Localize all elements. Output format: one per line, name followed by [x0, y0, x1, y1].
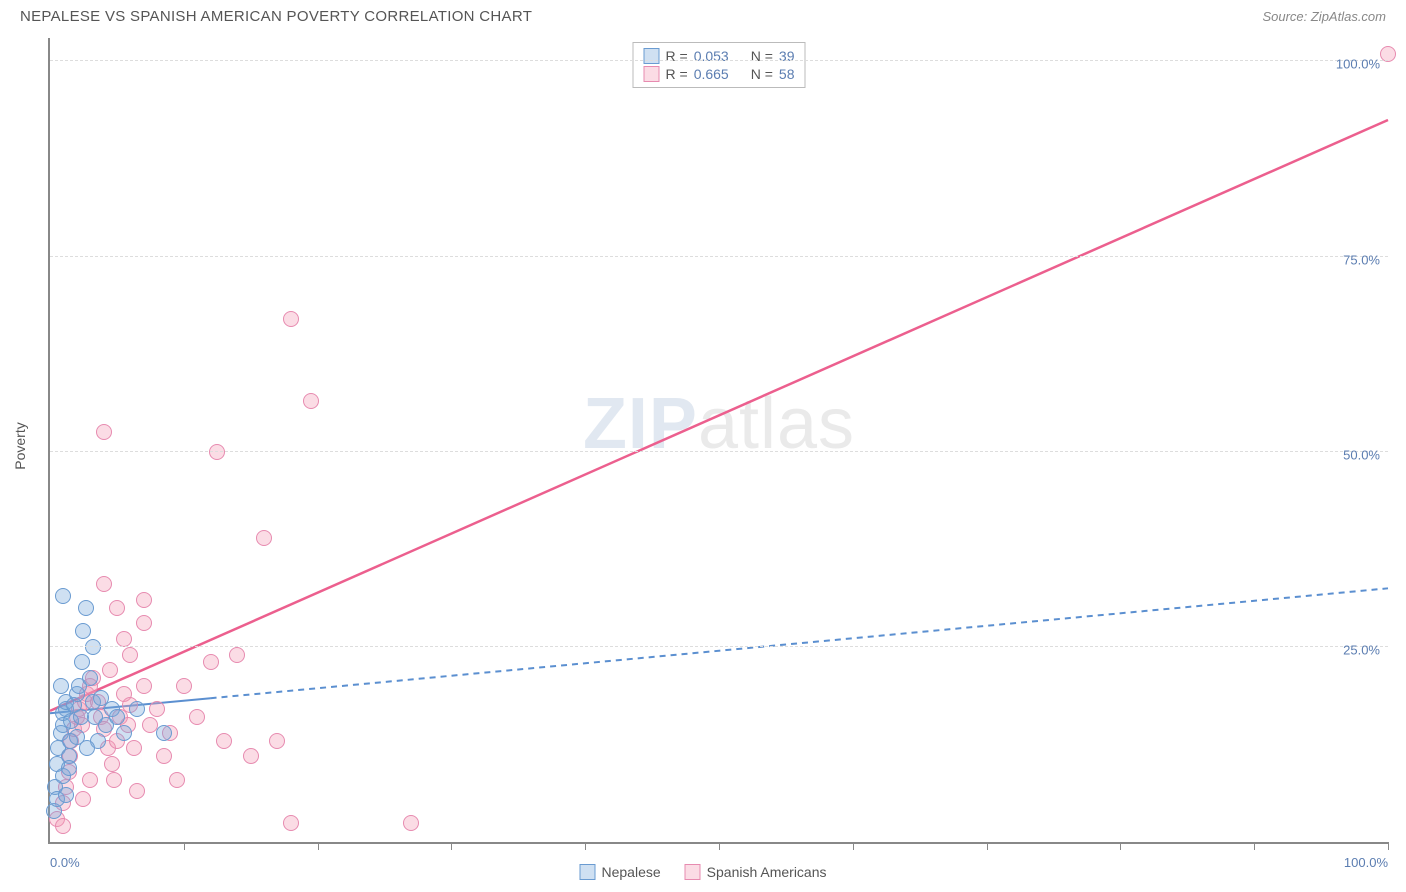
- source-label: Source: ZipAtlas.com: [1262, 9, 1386, 24]
- x-tick: [853, 842, 854, 850]
- data-point: [1380, 46, 1396, 62]
- data-point: [82, 670, 98, 686]
- stats-row-blue: R = 0.053 N = 39: [644, 47, 795, 65]
- data-point: [55, 588, 71, 604]
- data-point: [209, 444, 225, 460]
- data-point: [74, 654, 90, 670]
- stats-box: R = 0.053 N = 39 R = 0.665 N = 58: [633, 42, 806, 88]
- data-point: [156, 748, 172, 764]
- points-layer: [50, 38, 1388, 842]
- chart-title: NEPALESE VS SPANISH AMERICAN POVERTY COR…: [20, 8, 532, 25]
- data-point: [116, 631, 132, 647]
- x-tick: [585, 842, 586, 850]
- x-tick: [719, 842, 720, 850]
- legend: Nepalese Spanish Americans: [580, 864, 827, 880]
- gridline: [50, 256, 1388, 257]
- gridline: [50, 60, 1388, 61]
- data-point: [169, 772, 185, 788]
- data-point: [303, 393, 319, 409]
- data-point: [256, 530, 272, 546]
- data-point: [149, 701, 165, 717]
- data-point: [283, 311, 299, 327]
- data-point: [203, 654, 219, 670]
- gridline: [50, 451, 1388, 452]
- legend-swatch-pink: [685, 864, 701, 880]
- data-point: [189, 709, 205, 725]
- y-tick-label: 75.0%: [1343, 252, 1380, 267]
- data-point: [104, 756, 120, 772]
- data-point: [136, 678, 152, 694]
- x-axis-max-label: 100.0%: [1344, 855, 1388, 870]
- data-point: [136, 615, 152, 631]
- data-point: [126, 740, 142, 756]
- data-point: [403, 815, 419, 831]
- data-point: [116, 725, 132, 741]
- data-point: [79, 740, 95, 756]
- data-point: [136, 592, 152, 608]
- data-point: [75, 791, 91, 807]
- data-point: [58, 787, 74, 803]
- data-point: [73, 709, 89, 725]
- data-point: [75, 623, 91, 639]
- x-tick: [987, 842, 988, 850]
- data-point: [53, 678, 69, 694]
- plot-area: ZIPatlas R = 0.053 N = 39 R = 0.665 N = …: [48, 38, 1388, 844]
- swatch-blue: [644, 48, 660, 64]
- data-point: [243, 748, 259, 764]
- data-point: [96, 576, 112, 592]
- y-tick-label: 50.0%: [1343, 447, 1380, 462]
- x-tick: [318, 842, 319, 850]
- swatch-pink: [644, 66, 660, 82]
- data-point: [229, 647, 245, 663]
- x-tick: [451, 842, 452, 850]
- legend-label-pink: Spanish Americans: [707, 864, 827, 880]
- data-point: [55, 818, 71, 834]
- data-point: [102, 662, 118, 678]
- x-tick: [1388, 842, 1389, 850]
- y-axis-label: Poverty: [12, 422, 28, 469]
- data-point: [129, 701, 145, 717]
- stats-row-pink: R = 0.665 N = 58: [644, 65, 795, 83]
- data-point: [283, 815, 299, 831]
- y-tick-label: 25.0%: [1343, 642, 1380, 657]
- legend-swatch-blue: [580, 864, 596, 880]
- legend-label-blue: Nepalese: [602, 864, 661, 880]
- data-point: [156, 725, 172, 741]
- data-point: [109, 709, 125, 725]
- data-point: [269, 733, 285, 749]
- data-point: [82, 772, 98, 788]
- data-point: [129, 783, 145, 799]
- data-point: [96, 424, 112, 440]
- x-axis-min-label: 0.0%: [50, 855, 80, 870]
- data-point: [176, 678, 192, 694]
- data-point: [61, 760, 77, 776]
- x-tick: [184, 842, 185, 850]
- data-point: [78, 600, 94, 616]
- data-point: [106, 772, 122, 788]
- legend-item-pink: Spanish Americans: [685, 864, 827, 880]
- y-tick-label: 100.0%: [1336, 57, 1380, 72]
- gridline: [50, 646, 1388, 647]
- chart-container: ZIPatlas R = 0.053 N = 39 R = 0.665 N = …: [48, 38, 1388, 844]
- data-point: [216, 733, 232, 749]
- data-point: [109, 600, 125, 616]
- x-tick: [1254, 842, 1255, 850]
- data-point: [85, 639, 101, 655]
- data-point: [122, 647, 138, 663]
- x-tick: [1120, 842, 1121, 850]
- legend-item-blue: Nepalese: [580, 864, 661, 880]
